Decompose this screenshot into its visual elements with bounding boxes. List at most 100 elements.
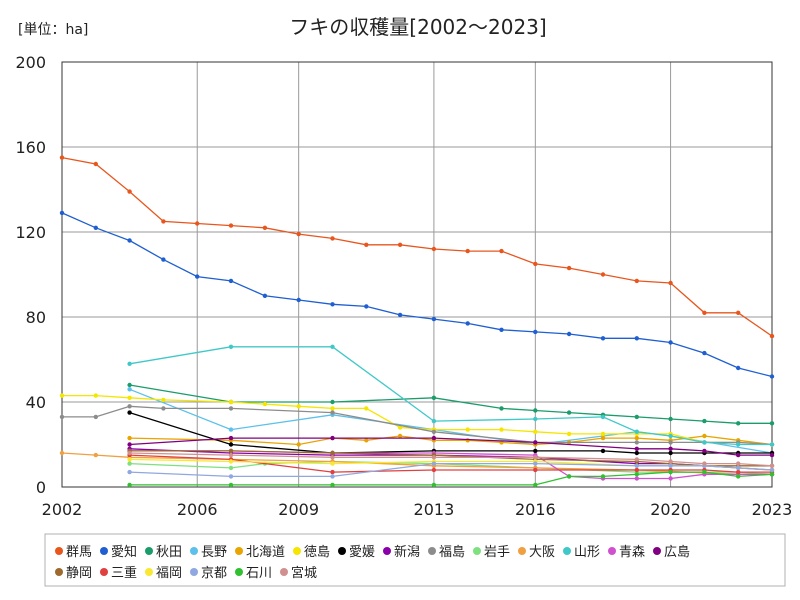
data-point (600, 272, 606, 277)
data-point (769, 463, 775, 468)
data-point (634, 440, 639, 445)
series-line (129, 384, 772, 424)
series-14 (127, 435, 775, 458)
data-point (668, 476, 673, 481)
legend-label: 大阪 (529, 545, 555, 560)
data-point (566, 431, 572, 437)
series-line (129, 450, 772, 467)
data-point (736, 474, 741, 479)
legend-item: 広島 (653, 545, 690, 560)
data-point (499, 406, 504, 411)
legend-label: 宮城 (291, 565, 317, 581)
data-point (161, 257, 166, 262)
data-point (93, 225, 99, 230)
data-point (566, 474, 572, 479)
data-point (634, 450, 639, 456)
data-point (195, 274, 200, 279)
data-point (228, 278, 234, 284)
data-point (127, 404, 132, 409)
legend-marker (338, 547, 346, 555)
data-point (634, 429, 639, 434)
data-point (195, 221, 200, 226)
data-point (364, 406, 369, 411)
data-point (127, 382, 132, 388)
data-point (364, 438, 369, 443)
data-point (262, 225, 268, 230)
data-point (533, 448, 538, 454)
data-point (769, 442, 775, 447)
data-point (59, 414, 65, 420)
data-point (127, 238, 132, 243)
legend-box (44, 533, 786, 587)
data-point (533, 408, 538, 413)
data-point (634, 446, 639, 451)
data-point (431, 429, 437, 434)
legend-marker (145, 568, 153, 576)
data-point (296, 404, 301, 409)
data-point (600, 336, 606, 341)
legend-item: 愛媛 (338, 545, 375, 560)
series-15 (127, 448, 775, 468)
y-tick-label: 40 (26, 393, 46, 412)
data-point (668, 469, 673, 475)
legend-label: 福岡 (156, 566, 182, 581)
data-point (634, 476, 639, 481)
data-point (59, 393, 65, 398)
y-tick-label: 120 (15, 223, 46, 242)
data-point (668, 450, 673, 456)
series-layer (59, 155, 775, 488)
data-point (228, 223, 234, 228)
data-point (736, 442, 741, 447)
data-point (566, 331, 572, 337)
legend-marker (428, 547, 436, 555)
data-point (668, 463, 673, 468)
data-point (127, 361, 132, 366)
data-point (330, 435, 335, 441)
data-point (634, 278, 639, 284)
legend-item: 福岡 (145, 566, 182, 581)
data-point (600, 448, 606, 454)
legend-item: 宮城 (280, 565, 317, 581)
data-point (161, 406, 166, 411)
data-point (769, 421, 775, 426)
legend-label: 群馬 (66, 545, 92, 560)
data-point (296, 231, 301, 237)
data-point (93, 414, 99, 420)
legend-label: 三重 (111, 565, 137, 581)
data-point (634, 336, 639, 341)
legend-marker (235, 547, 243, 555)
x-tick-label: 2013 (414, 500, 455, 519)
data-point (93, 452, 99, 458)
data-point (161, 219, 166, 224)
series-line (62, 394, 773, 446)
series-19 (127, 469, 775, 488)
data-point (736, 452, 741, 458)
data-point (600, 435, 606, 441)
data-point (499, 327, 504, 332)
series-line (129, 460, 773, 475)
data-point (736, 469, 741, 475)
data-point (465, 438, 470, 443)
data-point (668, 433, 673, 439)
data-point (533, 416, 538, 422)
data-point (161, 397, 166, 403)
data-point (127, 435, 132, 441)
data-point (397, 312, 403, 318)
data-point (736, 465, 741, 471)
grid (62, 62, 772, 487)
data-point (330, 410, 335, 415)
legend-marker (190, 568, 198, 576)
legend-marker (100, 547, 108, 555)
data-point (59, 210, 65, 216)
data-point (127, 469, 132, 475)
data-point (262, 293, 268, 298)
legend-label: 愛知 (111, 544, 137, 560)
series-line (129, 452, 773, 467)
legend-item: 群馬 (55, 545, 92, 560)
data-point (431, 316, 437, 322)
data-point (330, 302, 335, 307)
legend-marker (280, 568, 288, 576)
data-point (600, 431, 606, 437)
data-point (668, 446, 673, 451)
